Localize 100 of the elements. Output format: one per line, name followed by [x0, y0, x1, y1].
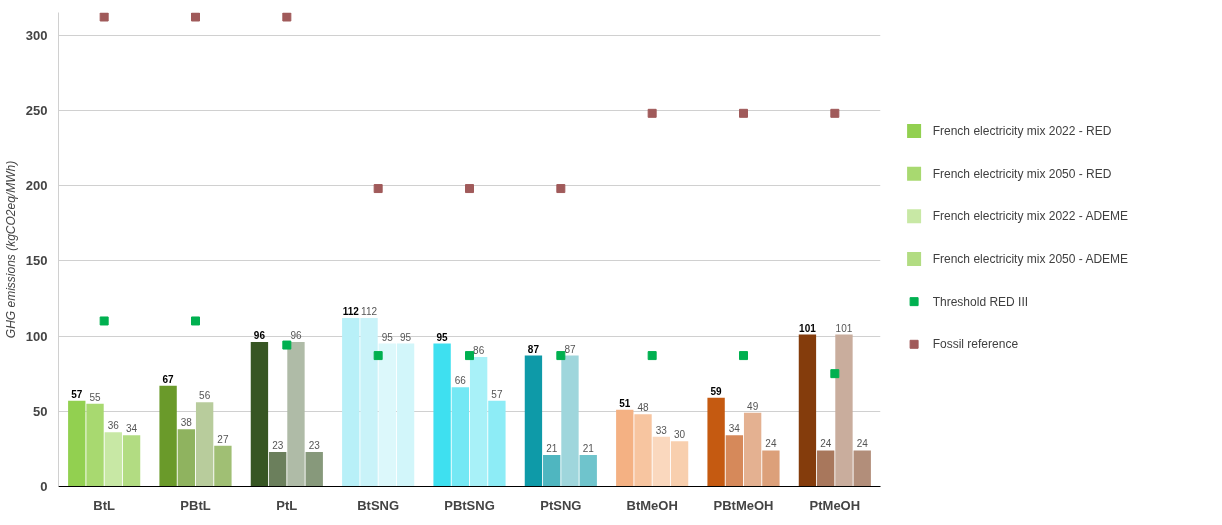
point — [373, 184, 383, 194]
x-tick-label: BtSNG — [357, 497, 400, 513]
data-label: 34 — [126, 423, 138, 435]
data-label: 87 — [527, 343, 540, 355]
point — [465, 351, 474, 361]
data-label: 21 — [546, 442, 558, 454]
data-label: 87 — [564, 343, 576, 355]
bar — [104, 432, 122, 487]
data-label: 57 — [491, 388, 503, 400]
point — [465, 184, 474, 194]
y-tick-label: 50 — [33, 403, 48, 419]
bar — [122, 435, 141, 487]
data-label: 57 — [71, 388, 83, 400]
bar — [342, 317, 360, 487]
data-label: 33 — [655, 424, 668, 436]
bar — [762, 450, 780, 487]
bar — [250, 342, 269, 487]
bar — [68, 400, 86, 487]
legend-label: French electricity mix 2050 - ADEME — [932, 251, 1129, 266]
point — [556, 184, 566, 194]
data-label: 51 — [619, 397, 631, 409]
point — [739, 351, 748, 361]
bar — [214, 445, 232, 487]
bar — [469, 357, 488, 487]
data-label: 112 — [342, 305, 360, 317]
data-label: 49 — [747, 400, 759, 412]
bar — [798, 334, 817, 487]
data-label: 96 — [290, 330, 302, 342]
bar — [579, 454, 597, 487]
x-tick-label: PBtL — [180, 497, 211, 513]
data-label: 56 — [199, 390, 211, 402]
point — [373, 351, 383, 361]
data-label: 24 — [765, 438, 777, 450]
bar — [488, 400, 506, 487]
point — [191, 12, 200, 22]
y-tick-label: 0 — [40, 479, 48, 494]
point — [99, 316, 109, 326]
data-label: 48 — [637, 402, 650, 414]
data-label: 34 — [728, 423, 741, 435]
bar — [634, 414, 652, 487]
data-label: 66 — [454, 375, 467, 387]
data-label: 101 — [799, 322, 817, 334]
x-tick-label: PtSNG — [540, 497, 582, 513]
data-label: 96 — [253, 330, 266, 342]
bar — [287, 342, 305, 487]
data-label: 67 — [162, 373, 175, 385]
y-tick-label: 100 — [25, 328, 48, 344]
data-label: 24 — [856, 438, 869, 450]
data-label: 55 — [89, 391, 102, 403]
point — [647, 108, 657, 118]
legend-label: French electricity mix 2022 - RED — [932, 124, 1112, 138]
data-label: 23 — [308, 439, 321, 451]
x-tick-label: BtL — [93, 497, 116, 513]
bar — [195, 402, 214, 487]
data-label: 23 — [272, 439, 284, 451]
bar — [670, 441, 689, 487]
point — [99, 12, 109, 22]
bar — [524, 355, 543, 487]
bar — [616, 409, 634, 487]
data-label: 21 — [582, 442, 595, 454]
data-label: 30 — [674, 429, 686, 441]
x-tick-label: PBtSNG — [444, 497, 495, 513]
point — [830, 369, 840, 379]
data-label: 95 — [400, 331, 412, 343]
data-label: 86 — [473, 345, 485, 357]
x-tick-label: PtL — [276, 497, 298, 513]
legend-label: French electricity mix 2050 - RED — [932, 166, 1112, 181]
bar — [305, 451, 323, 487]
bar — [433, 343, 451, 487]
data-label: 24 — [820, 438, 832, 450]
legend-label: French electricity mix 2022 - ADEME — [932, 209, 1129, 224]
point — [556, 351, 566, 361]
legend-label: Threshold RED III — [932, 294, 1029, 309]
bar — [743, 412, 762, 487]
bar — [177, 429, 196, 487]
bar — [451, 387, 470, 487]
point — [282, 12, 292, 22]
bar — [360, 317, 378, 487]
bar — [269, 451, 287, 487]
data-label: 27 — [217, 433, 229, 445]
point — [282, 340, 292, 350]
x-tick-label: PtMeOH — [809, 497, 861, 513]
data-label: 101 — [835, 322, 853, 334]
bar — [725, 435, 744, 487]
data-label: 36 — [107, 420, 120, 432]
y-tick-label: 250 — [25, 102, 48, 118]
bar — [652, 436, 670, 487]
y-tick-label: 150 — [25, 253, 48, 269]
bar — [835, 334, 853, 487]
point — [647, 351, 657, 361]
bar — [853, 450, 871, 487]
bar — [707, 397, 725, 487]
data-label: 59 — [710, 385, 723, 397]
legend-label: Fossil reference — [932, 337, 1019, 352]
bar — [817, 450, 835, 487]
point — [739, 108, 748, 118]
y-tick-label: 300 — [25, 27, 48, 43]
data-label: 95 — [381, 331, 394, 343]
point — [830, 108, 840, 118]
y-axis-title: GHG emissions (kgCO2eq/MWh) — [3, 160, 18, 339]
